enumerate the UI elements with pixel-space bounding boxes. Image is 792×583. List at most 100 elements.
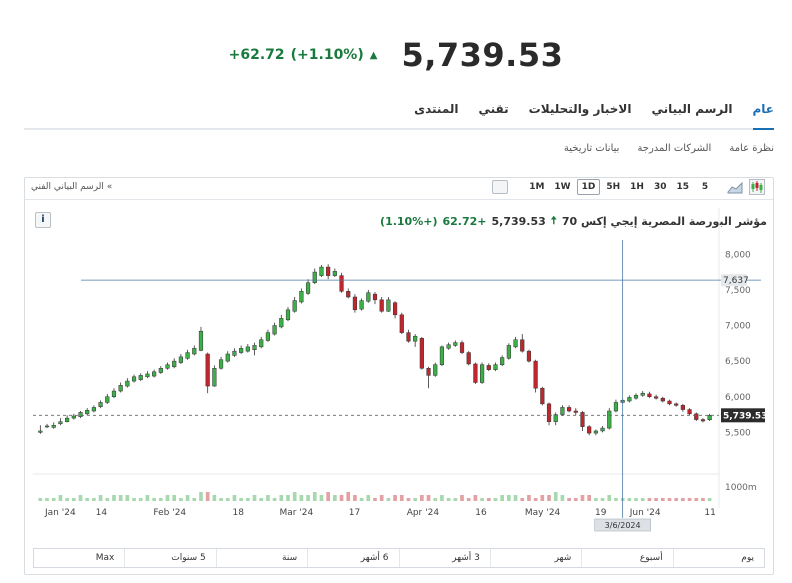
timeframe-1w[interactable]: 1W (554, 182, 571, 192)
subtab-overview[interactable]: نظرة عامة (729, 143, 774, 154)
candle-body (486, 365, 491, 370)
tab-general[interactable]: عام (752, 96, 774, 130)
candle-body (346, 291, 351, 298)
volume-bar (507, 495, 511, 501)
timeframe-1m[interactable]: 1M (529, 182, 545, 192)
price-change: +62.72 (+1.10%) ▲ (229, 47, 378, 63)
period-month[interactable]: شهر (489, 549, 581, 567)
y-tick-label: 5,500 (725, 428, 751, 438)
candle-body (65, 417, 70, 422)
candle-body (232, 350, 237, 356)
candle-body (546, 403, 552, 422)
volume-bar (306, 495, 310, 501)
candle-body (459, 342, 465, 353)
crosshair-price-tag (721, 274, 747, 287)
x-tick-label: Jun '24 (629, 508, 661, 518)
volume-bar (312, 492, 317, 501)
candle-body (212, 368, 217, 387)
volume-bar (112, 495, 116, 501)
y-tick-label: 7,000 (725, 322, 751, 332)
volume-bar (446, 498, 451, 501)
area-chart-icon[interactable] (727, 180, 743, 194)
timeframe-15[interactable]: 15 (676, 182, 689, 192)
volume-bar (192, 498, 197, 501)
tab-news[interactable]: الاخبار والتحليلات (528, 102, 632, 116)
volume-bar (694, 498, 699, 501)
volume-bar (553, 492, 558, 501)
subtab-listed-companies[interactable]: الشركات المدرجة (637, 143, 712, 154)
volume-bar (674, 498, 679, 501)
tab-forum[interactable]: المنتدى (414, 102, 459, 116)
volume-bar (594, 498, 598, 501)
volume-bar (199, 492, 203, 501)
tab-technical[interactable]: تقني (478, 102, 509, 116)
info-button[interactable]: i (35, 212, 51, 228)
candle-body (105, 396, 110, 403)
volume-bar (527, 495, 531, 501)
volume-bar (600, 498, 605, 501)
volume-bar (212, 495, 217, 501)
volume-bar (386, 498, 391, 501)
volume-bar (500, 495, 505, 501)
candle-body (145, 373, 150, 378)
period-3-months[interactable]: 3 أشهر (398, 549, 490, 567)
candlestick-chart-icon[interactable] (749, 179, 765, 195)
volume-bar (38, 498, 43, 501)
volume-bar (299, 495, 304, 501)
period-5-years[interactable]: 5 سنوات (124, 549, 215, 567)
candle-body (125, 380, 130, 387)
volume-bar (252, 495, 257, 501)
volume-bar (266, 495, 270, 501)
candle-body (479, 364, 485, 383)
candle-body (185, 352, 190, 359)
crosshair-date-tag (594, 518, 651, 532)
subtab-historical-data[interactable]: بيانات تاريخية (563, 143, 620, 154)
volume-bar (681, 498, 685, 501)
candle-body (372, 293, 378, 301)
candle-body (245, 346, 250, 352)
volume-bar (98, 495, 103, 501)
period-6-months[interactable]: 6 أشهر (307, 549, 398, 567)
period-max[interactable]: Max (95, 553, 115, 563)
volume-bar (205, 492, 210, 501)
timeframe-5h[interactable]: 5H (606, 182, 621, 192)
period-week[interactable]: أسبوع (581, 549, 672, 567)
x-tick-label: Jan '24 (44, 508, 76, 518)
period-year[interactable]: سنة (215, 549, 307, 567)
volume-bar (567, 498, 571, 501)
period-day[interactable]: يوم (672, 549, 764, 567)
timeframe-1d[interactable]: 1D (576, 179, 601, 195)
volume-bar (279, 495, 284, 501)
volume-bar (172, 495, 177, 501)
x-tick-label: Apr '24 (407, 508, 440, 518)
candle-body (58, 421, 63, 425)
candlestick-chart[interactable]: 8,000 7,500 7,000 6,500 6,000 5,500 1000m 5,739… (25, 178, 773, 548)
volume-bar (480, 498, 484, 501)
volume-bar (420, 495, 424, 501)
candle-body (433, 364, 438, 376)
last-price-label: 5,739.53 (723, 411, 767, 421)
candle-body (419, 338, 424, 369)
candle-body (38, 430, 43, 433)
candle-body (131, 376, 137, 382)
volume-bar (533, 498, 538, 501)
timeframe-5[interactable]: 5 (701, 182, 709, 192)
candle-body (326, 266, 331, 276)
technical-chart-link[interactable]: الرسم البياني الفني « (31, 182, 113, 192)
candle-body (694, 413, 699, 420)
x-tick-label: 17 (349, 508, 360, 518)
timeframe-30[interactable]: 30 (653, 182, 667, 192)
legend-change-percent: (+1.10%) (380, 215, 438, 228)
volume-bar (413, 498, 417, 501)
candle-body (192, 348, 197, 355)
candle-body (520, 339, 525, 352)
candle-body (533, 360, 538, 389)
timeframe-1h[interactable]: 1H (630, 182, 644, 192)
volume-bar (179, 498, 183, 501)
current-price: 5,739.53 (401, 36, 564, 74)
tab-chart[interactable]: الرسم البياني (651, 102, 733, 116)
table-view-icon[interactable] (492, 180, 509, 194)
crosshair-date-label: 3/6/2024 (605, 521, 641, 530)
volume-bar (399, 495, 404, 501)
volume-bar (707, 498, 712, 501)
